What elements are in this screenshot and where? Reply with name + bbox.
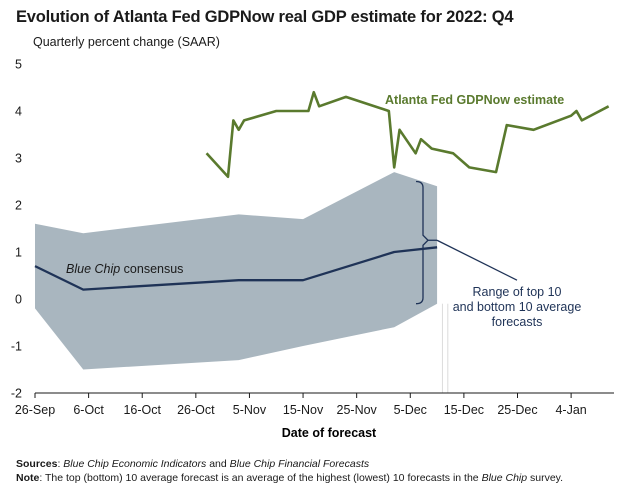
range-label-line: Range of top 10 — [473, 285, 562, 299]
gdpnow-label: Atlanta Fed GDPNow estimate — [385, 93, 564, 107]
footnotes: Sources: Blue Chip Economic Indicators a… — [16, 457, 563, 485]
consensus-label: Blue Chip consensus — [66, 262, 183, 276]
x-tick-label: 15-Nov — [283, 403, 324, 417]
y-tick-label: 1 — [15, 246, 22, 260]
x-axis-title: Date of forecast — [282, 426, 377, 440]
y-tick-label: -1 — [11, 340, 22, 354]
y-tick-label: 5 — [15, 58, 22, 72]
x-tick-label: 6-Oct — [73, 403, 104, 417]
chart-title: Evolution of Atlanta Fed GDPNow real GDP… — [16, 8, 514, 26]
x-tick-label: 5-Dec — [394, 403, 427, 417]
x-tick-label: 25-Dec — [497, 403, 537, 417]
range-band-layer — [35, 172, 449, 393]
axes: -2 -1 0 1 2 3 4 5 26-Sep 6-Oct 16-Oct 26-Oct 5-Nov 15… — [11, 58, 614, 440]
y-tick-label: 0 — [15, 293, 22, 307]
source-1: Blue Chip Economic Indicators — [63, 458, 207, 470]
x-tick-label: 15-Dec — [444, 403, 484, 417]
range-label-line: forecasts — [492, 315, 543, 329]
note-label: Note — [16, 472, 40, 484]
range-band — [35, 172, 438, 370]
gdpnow-line — [205, 90, 610, 179]
method-note: Note: The top (bottom) 10 average foreca… — [16, 472, 564, 484]
source-2: Blue Chip Financial Forecasts — [229, 458, 370, 470]
consensus-label-rest: consensus — [120, 262, 183, 276]
x-tick-label: 26-Oct — [177, 403, 215, 417]
x-tick-label: 4-Jan — [555, 403, 586, 417]
note-italic: Blue Chip — [481, 472, 528, 484]
gdpnow-chart: -2 -1 0 1 2 3 4 5 26-Sep 6-Oct 16-Oct 26-Oct 5-Nov 15… — [11, 58, 614, 440]
x-tick-label: 25-Nov — [337, 403, 378, 417]
x-tick-label: 26-Sep — [15, 403, 55, 417]
consensus-label-italic: Blue Chip — [66, 262, 120, 276]
y-tick-label: -2 — [11, 387, 22, 401]
annotations-layer: Atlanta Fed GDPNow estimate Blue Chip con… — [66, 93, 581, 329]
series-layer — [34, 90, 610, 291]
chart-subtitle: Quarterly percent change (SAAR) — [33, 35, 220, 49]
y-tick-label: 4 — [15, 105, 22, 119]
sources-note: Sources: Blue Chip Economic Indicators a… — [16, 458, 370, 470]
sources-label: Sources — [16, 458, 58, 470]
consensus-line — [34, 246, 438, 291]
x-tick-label: 5-Nov — [233, 403, 267, 417]
range-label-line: and bottom 10 average — [453, 300, 582, 314]
bracket-leader — [436, 239, 518, 281]
y-tick-label: 3 — [15, 152, 22, 166]
x-tick-label: 16-Oct — [123, 403, 161, 417]
y-tick-label: 2 — [15, 199, 22, 213]
